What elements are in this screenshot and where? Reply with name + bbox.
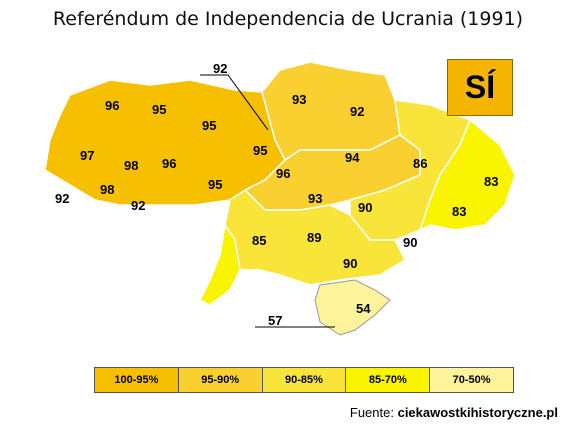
region-label: 92 — [131, 198, 145, 213]
region-label: 97 — [80, 148, 94, 163]
legend-item: 90-85% — [261, 368, 346, 392]
region-label: 90 — [403, 235, 417, 250]
region-label: 98 — [100, 182, 114, 197]
map-title: Referéndum de Independencia de Ucrania (… — [52, 8, 524, 30]
region-label: 98 — [124, 158, 138, 173]
region-label: 85 — [252, 233, 266, 248]
region-label: 57 — [268, 313, 282, 328]
region-label: 86 — [413, 156, 427, 171]
region-odesa — [198, 223, 241, 306]
region-label: 93 — [308, 191, 322, 206]
region-west-zone — [44, 79, 286, 206]
region-label: 83 — [484, 174, 498, 189]
region-label: 92 — [55, 191, 69, 206]
region-label: 54 — [356, 301, 371, 316]
region-label: 95 — [208, 177, 222, 192]
region-label: 95 — [253, 143, 267, 158]
region-label: 95 — [152, 102, 166, 117]
region-label: 92 — [350, 104, 364, 119]
legend-item: 100-95% — [95, 368, 178, 392]
legend: 100-95% 95-90% 90-85% 85-70% 70-50% — [94, 367, 514, 393]
region-crimea — [314, 279, 391, 336]
region-label: 90 — [343, 256, 357, 271]
region-label: 93 — [292, 92, 306, 107]
region-label: 94 — [345, 150, 360, 165]
legend-item: 70-50% — [429, 368, 513, 392]
legend-item: 85-70% — [345, 368, 430, 392]
legend-item: 95-90% — [177, 368, 262, 392]
source-credit: Fuente: ciekawostkihistoryczne.pl — [350, 405, 558, 420]
region-label: 96 — [105, 98, 119, 113]
region-far-east — [418, 118, 516, 232]
region-label: 90 — [358, 200, 372, 215]
region-label: 96 — [276, 166, 290, 181]
source-prefix: Fuente: — [349, 405, 398, 420]
region-label: 83 — [452, 204, 466, 219]
region-label: 96 — [162, 156, 176, 171]
region-label: 89 — [307, 230, 321, 245]
source-site: ciekawostkihistoryczne.pl — [397, 405, 558, 420]
region-label: 95 — [202, 118, 216, 133]
region-label: 92 — [213, 61, 227, 76]
leader-line-kyiv — [200, 74, 269, 131]
yes-badge: SÍ — [447, 59, 513, 116]
